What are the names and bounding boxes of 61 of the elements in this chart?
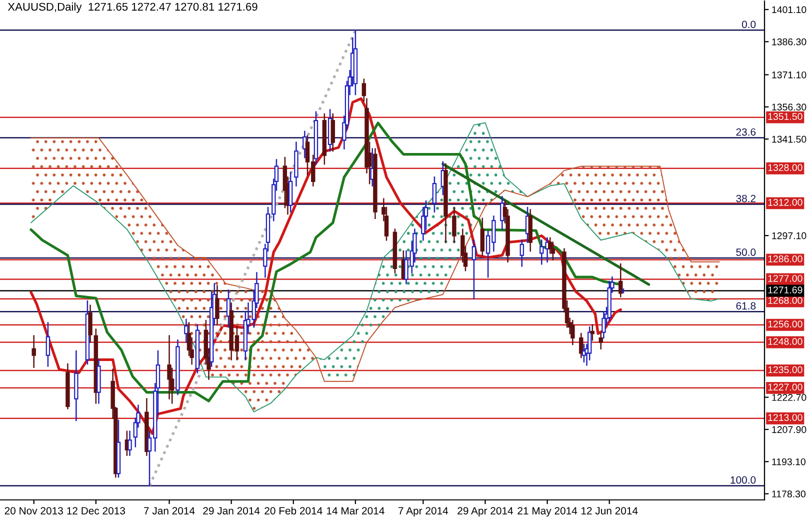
y-tick-label: 1401.10 <box>772 6 806 14</box>
x-tick-label: 29 Jan 2014 <box>203 507 260 514</box>
ref-line-label: 1271.69 <box>768 286 802 294</box>
ref-line-label: 1351.50 <box>768 113 802 120</box>
y-tick-label: 1341.50 <box>772 136 806 143</box>
annotation: 100.0 <box>730 476 756 484</box>
candlestick <box>128 430 132 456</box>
y-tick-label: 1207.90 <box>772 426 806 434</box>
x-tick-label: 20 Feb 2014 <box>264 506 322 514</box>
candlestick <box>618 263 623 298</box>
line-series <box>30 137 720 382</box>
candlestick <box>540 240 544 265</box>
y-tick-label: 1222.70 <box>772 394 806 401</box>
y-tick-label: 1371.10 <box>772 71 806 78</box>
ref-line-label: 1286.00 <box>768 255 802 262</box>
chart-title: XAUUSD,Daily 1271.65 1272.47 1270.81 1271.69 <box>8 2 258 13</box>
candlestick <box>88 304 92 343</box>
candlestick <box>288 172 293 212</box>
y-tick-label: 1386.30 <box>772 38 806 46</box>
y-tick-label: 1178.30 <box>772 490 806 498</box>
annotation: 0.0 <box>742 20 756 28</box>
candlestick <box>598 332 603 350</box>
candlestick <box>46 322 50 367</box>
annotation: 61.8 <box>736 302 756 310</box>
annotation: 38.2 <box>736 194 756 202</box>
ref-line-label: 1277.00 <box>768 274 802 282</box>
ref-line-label: 1328.00 <box>768 164 802 172</box>
ref-line-label: 1235.00 <box>768 366 802 374</box>
x-tick-label: 20 Nov 2013 <box>4 507 63 514</box>
candlestick <box>452 206 456 243</box>
ref-line-label: 1256.00 <box>768 320 802 328</box>
candlestick <box>480 218 485 256</box>
candlestick <box>520 240 524 267</box>
x-tick-label: 7 Jan 2014 <box>144 507 195 514</box>
candlestick <box>184 318 188 343</box>
candlestick <box>602 311 606 339</box>
candlestick <box>579 332 584 358</box>
ref-line-label: 1213.00 <box>768 414 802 421</box>
candlestick <box>550 242 556 260</box>
y-tick-label: 1297.10 <box>772 232 806 240</box>
ref-line-label: 1268.00 <box>768 297 802 304</box>
candlestick <box>570 320 575 346</box>
candlestick <box>32 335 36 368</box>
x-tick-label: 12 Jun 2014 <box>581 507 638 514</box>
y-tick-label: 1193.10 <box>772 458 806 466</box>
annotation: 23.6 <box>736 128 756 136</box>
y-tick-label: 1356.30 <box>772 104 806 111</box>
ref-line-label: 1248.00 <box>768 338 802 345</box>
candlestick <box>590 324 595 341</box>
ref-line-label: 1227.00 <box>768 384 802 391</box>
x-tick-label: 12 Dec 2013 <box>67 507 125 514</box>
x-tick-label: 14 Mar 2014 <box>327 507 384 514</box>
x-tick-label: 21 May 2014 <box>518 507 578 517</box>
candlestick <box>472 240 476 300</box>
candlestick <box>432 176 437 212</box>
ref-line-label: 1312.00 <box>768 198 802 206</box>
annotation: 50.0 <box>736 248 756 256</box>
candlestick <box>215 285 220 326</box>
x-tick-label: 29 Apr 2014 <box>458 507 514 517</box>
x-tick-label: 7 Apr 2014 <box>398 507 448 517</box>
candlestick <box>330 113 335 152</box>
